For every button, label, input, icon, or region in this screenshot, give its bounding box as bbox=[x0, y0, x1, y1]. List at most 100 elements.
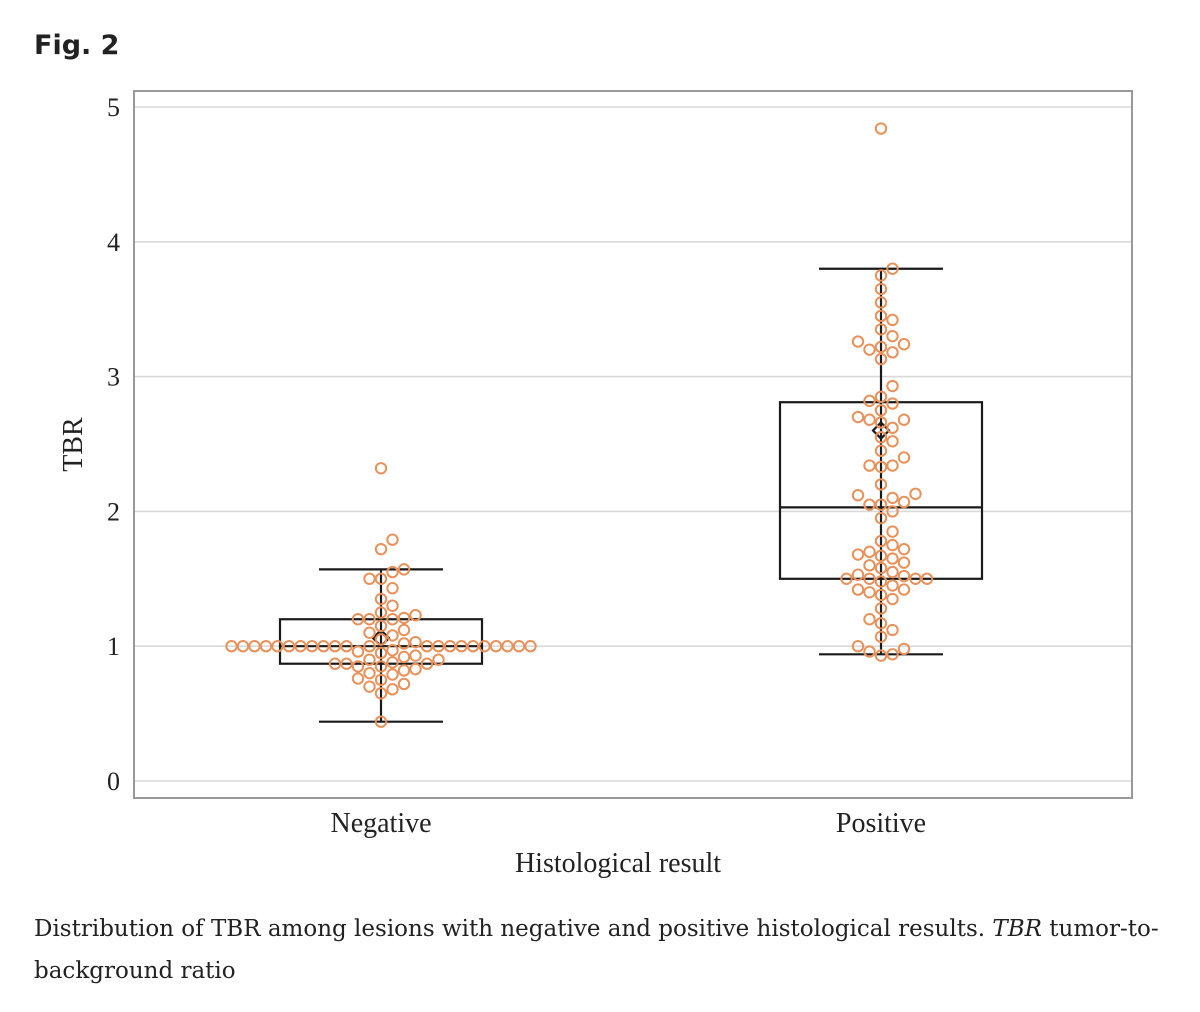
data-point-negative bbox=[432, 640, 445, 653]
data-point-positive bbox=[863, 394, 876, 408]
data-point-negative bbox=[363, 572, 376, 585]
data-point-positive bbox=[851, 410, 865, 424]
data-point-negative bbox=[386, 582, 399, 595]
data-point-positive bbox=[851, 568, 865, 581]
data-point-negative bbox=[374, 606, 388, 619]
y-tick-label: 1 bbox=[107, 632, 120, 661]
data-point-negative bbox=[374, 619, 388, 633]
data-point-negative bbox=[282, 640, 296, 653]
data-point-negative bbox=[409, 608, 422, 622]
data-point-negative bbox=[271, 640, 284, 653]
data-point-negative bbox=[397, 664, 411, 677]
data-point-negative bbox=[432, 653, 445, 666]
data-point-negative bbox=[386, 533, 399, 546]
y-tick-label: 4 bbox=[107, 228, 120, 257]
x-axis-title: Histological result bbox=[515, 848, 721, 879]
data-point-positive bbox=[863, 586, 876, 599]
data-point-positive bbox=[840, 572, 853, 585]
data-point-negative bbox=[374, 572, 388, 585]
data-point-negative bbox=[374, 462, 388, 475]
data-point-negative bbox=[351, 660, 365, 673]
data-point-positive bbox=[886, 648, 899, 661]
y-tick-label: 3 bbox=[107, 363, 120, 392]
y-tick-label: 2 bbox=[107, 497, 120, 526]
data-point-negative bbox=[386, 668, 399, 681]
data-point-negative bbox=[478, 640, 491, 653]
data-point-negative bbox=[501, 640, 514, 653]
data-point-negative bbox=[351, 645, 365, 658]
data-point-positive bbox=[874, 549, 888, 563]
data-point-negative bbox=[420, 640, 434, 653]
data-point-positive bbox=[874, 649, 888, 662]
data-point-negative bbox=[397, 611, 411, 625]
data-point-positive bbox=[874, 269, 888, 282]
data-point-negative bbox=[363, 640, 376, 653]
data-point-negative bbox=[236, 640, 250, 653]
data-point-positive bbox=[874, 416, 888, 429]
data-point-negative bbox=[374, 542, 388, 556]
plot-frame bbox=[133, 90, 1133, 799]
data-point-positive bbox=[897, 413, 911, 426]
data-point-positive bbox=[886, 459, 899, 472]
data-point-negative bbox=[225, 640, 238, 653]
data-point-positive bbox=[874, 630, 888, 643]
data-point-negative bbox=[374, 592, 388, 606]
data-point-negative bbox=[363, 653, 376, 666]
data-point-positive bbox=[874, 309, 888, 323]
data-point-negative bbox=[351, 613, 365, 626]
caption-abbreviation: TBR bbox=[992, 916, 1042, 942]
data-point-negative bbox=[386, 565, 399, 579]
data-point-positive bbox=[886, 565, 899, 579]
data-point-positive bbox=[874, 602, 888, 615]
data-point-positive bbox=[874, 575, 888, 588]
data-point-negative bbox=[374, 660, 388, 673]
data-point-negative bbox=[386, 644, 399, 657]
data-point-positive bbox=[897, 569, 911, 583]
data-point-positive bbox=[874, 282, 888, 296]
data-point-positive bbox=[863, 343, 876, 356]
data-point-positive bbox=[874, 460, 888, 474]
data-point-positive bbox=[851, 335, 865, 348]
data-point-positive bbox=[897, 542, 911, 556]
data-point-positive bbox=[874, 431, 888, 444]
data-point-negative bbox=[374, 687, 388, 700]
data-point-positive bbox=[886, 346, 899, 359]
data-point-negative bbox=[340, 640, 353, 653]
data-point-positive bbox=[874, 340, 888, 354]
data-point-positive bbox=[886, 552, 899, 565]
data-point-negative bbox=[524, 640, 537, 653]
data-point-positive bbox=[863, 645, 876, 658]
data-point-positive bbox=[874, 444, 888, 457]
data-point-positive bbox=[863, 459, 876, 472]
data-point-positive bbox=[886, 505, 899, 518]
boxes bbox=[278, 267, 984, 723]
data-point-positive bbox=[886, 623, 899, 637]
data-point-positive bbox=[874, 122, 888, 135]
data-point-positive bbox=[897, 556, 911, 569]
caption-definition: tumor-to-background ratio bbox=[34, 916, 1159, 984]
data-point-negative bbox=[397, 650, 411, 664]
data-point-positive bbox=[874, 478, 888, 491]
data-point-negative bbox=[340, 657, 353, 670]
data-point-negative bbox=[466, 640, 480, 653]
data-point-negative bbox=[420, 657, 434, 670]
data-point-positive bbox=[897, 495, 911, 509]
axes: 0 1 2 3 4 5 Negative Positive bbox=[107, 90, 1133, 839]
data-point-negative bbox=[374, 715, 388, 728]
data-point-negative bbox=[363, 680, 376, 693]
data-point-positive bbox=[863, 413, 876, 426]
data-point-negative bbox=[386, 599, 399, 612]
y-tick-label: 0 bbox=[107, 767, 120, 796]
data-point-negative bbox=[386, 656, 399, 669]
data-point-positive bbox=[909, 487, 922, 501]
data-point-negative bbox=[328, 657, 342, 670]
data-point-negative bbox=[305, 640, 319, 653]
data-point-negative bbox=[386, 613, 399, 626]
data-point-positive bbox=[851, 640, 865, 653]
data-point-positive bbox=[909, 572, 922, 585]
data-point-negative bbox=[386, 683, 399, 696]
data-point-negative bbox=[409, 662, 422, 676]
data-point-positive bbox=[874, 323, 888, 336]
data-point-positive bbox=[851, 583, 865, 596]
data-point-positive bbox=[863, 613, 876, 626]
